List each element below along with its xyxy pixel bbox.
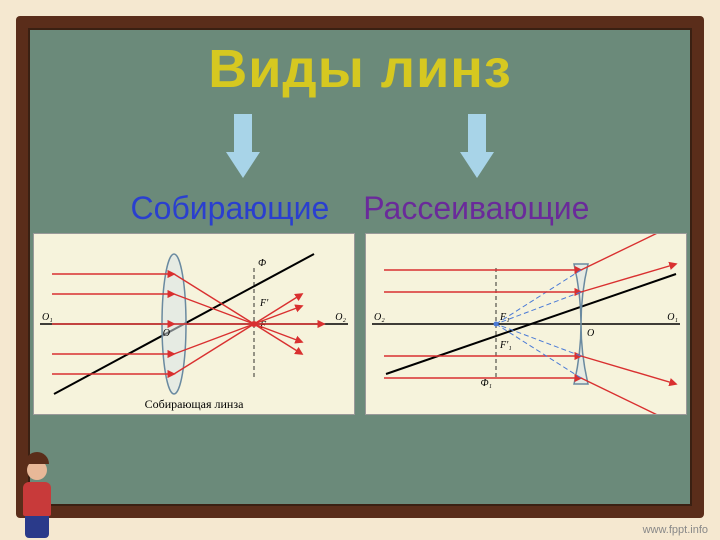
chalkboard: Виды линз Собирающие Рассеивающие O₁ O₂ Ф F…: [28, 28, 692, 506]
slide-background: Виды линз Собирающие Рассеивающие O₁ O₂ Ф F…: [0, 0, 720, 540]
credit-text: www.fppt.info: [643, 524, 708, 536]
svg-text:Ф: Ф: [258, 258, 266, 269]
svg-text:O₂: O₂: [335, 312, 346, 323]
diagram-converging-lens: O₁O₂ФFF'OСобирающая линза: [33, 233, 355, 415]
diagrams-row: O₁O₂ФFF'OСобирающая линза O₂O₁Ф₁F₁F'₁O: [30, 233, 690, 415]
label-converging: Собирающие: [131, 190, 330, 227]
arrow-down-icon: [460, 114, 494, 178]
svg-text:Собирающая линза: Собирающая линза: [145, 397, 244, 411]
arrow-down-icon: [226, 114, 260, 178]
svg-text:Ф₁: Ф₁: [480, 378, 492, 389]
svg-text:F': F': [259, 298, 269, 309]
cartoon-figure: [14, 452, 60, 526]
wooden-frame: Виды линз Собирающие Рассеивающие O₁ O₂ Ф F…: [16, 16, 704, 518]
svg-text:F'₁: F'₁: [499, 340, 512, 351]
svg-text:O₁: O₁: [667, 312, 678, 323]
svg-text:O₁: O₁: [42, 312, 53, 323]
svg-text:O: O: [163, 328, 170, 339]
slide-title: Виды линз: [30, 38, 690, 100]
svg-text:O: O: [587, 328, 594, 339]
arrows-row: [30, 114, 690, 178]
diagram-diverging-lens: O₂O₁Ф₁F₁F'₁O: [365, 233, 687, 415]
svg-text:O₂: O₂: [374, 312, 385, 323]
labels-row: Собирающие Рассеивающие: [30, 190, 690, 227]
label-diverging: Рассеивающие: [363, 190, 589, 227]
